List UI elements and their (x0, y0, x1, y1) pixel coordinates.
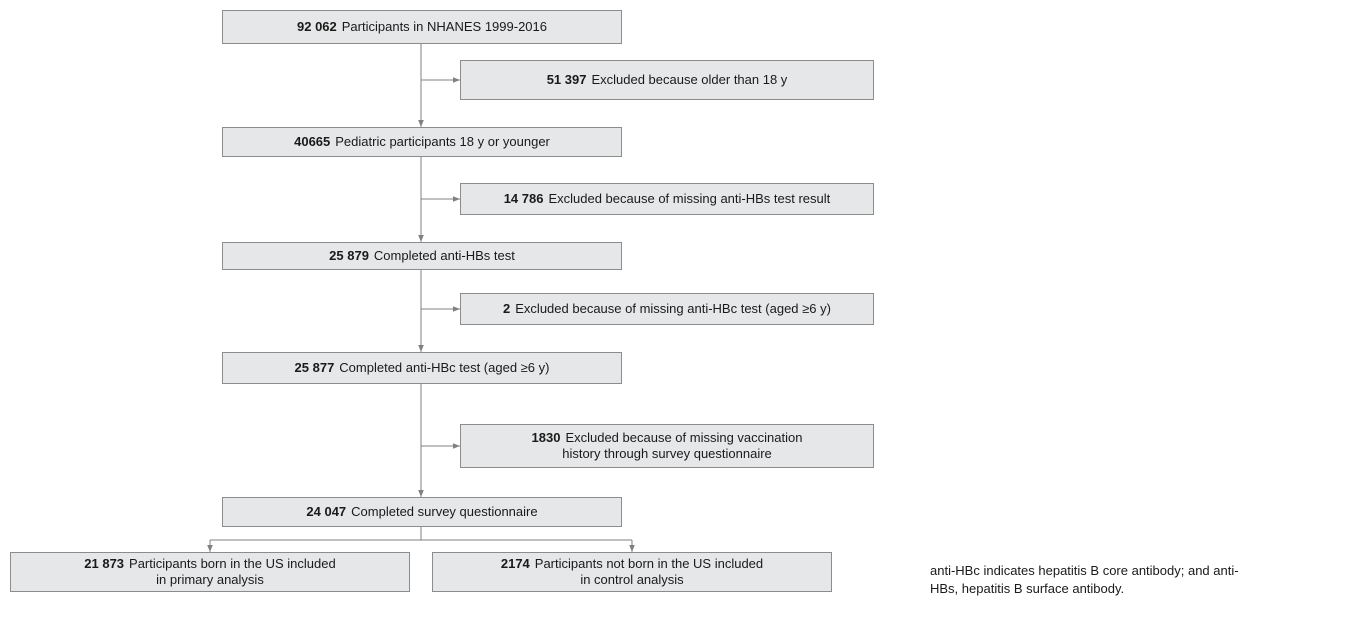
box-line: history through survey questionnaire (562, 446, 772, 462)
box-line: in control analysis (580, 572, 683, 588)
box-line: 14 786 Excluded because of missing anti-H… (504, 191, 831, 207)
box-line: 40665 Pediatric participants 18 y or youn… (294, 134, 550, 150)
count: 25 877 (294, 360, 335, 375)
box-text: in primary analysis (156, 572, 264, 587)
box-text: Participants born in the US included (129, 556, 336, 571)
count: 2174 (500, 556, 530, 571)
box-text: Completed survey questionnaire (351, 504, 538, 519)
count: 1830 (531, 430, 561, 445)
count: 21 873 (84, 556, 125, 571)
box-line: 21 873 Participants born in the US includ… (84, 556, 335, 572)
box-line: 1830 Excluded because of missing vaccinat… (532, 430, 803, 446)
box-line: 24 047 Completed survey questionnaire (306, 504, 537, 520)
flow-box: 92 062 Participants in NHANES 1999-2016 (222, 10, 622, 44)
box-text: Completed anti-HBs test (373, 248, 515, 263)
box-text: Participants not born in the US included (534, 556, 764, 571)
box-text: Excluded because of missing anti-HBs tes… (548, 191, 831, 206)
count: 51 397 (546, 72, 587, 87)
caption: anti-HBc indicates hepatitis B core anti… (930, 562, 1239, 598)
count: 24 047 (306, 504, 347, 519)
count: 40665 (294, 134, 331, 149)
flow-box: 51 397 Excluded because older than 18 y (460, 60, 874, 100)
flow-box: 40665 Pediatric participants 18 y or youn… (222, 127, 622, 157)
box-line: 2174 Participants not born in the US incl… (501, 556, 763, 572)
box-text: Participants in NHANES 1999-2016 (341, 19, 547, 34)
box-text: history through survey questionnaire (562, 446, 772, 461)
box-text: Excluded because of missing vaccination (565, 430, 803, 445)
flow-box: 2174 Participants not born in the US incl… (432, 552, 832, 592)
box-text: Excluded because older than 18 y (591, 72, 788, 87)
box-line: 25 877 Completed anti-HBc test (aged ≥6 y… (295, 360, 550, 376)
box-text: Pediatric participants 18 y or younger (335, 134, 550, 149)
caption-line: HBs, hepatitis B surface antibody. (930, 581, 1125, 596)
box-text: Excluded because of missing anti-HBc tes… (515, 301, 831, 316)
box-line: 92 062 Participants in NHANES 1999-2016 (297, 19, 547, 35)
box-text: Completed anti-HBc test (aged ≥6 y) (339, 360, 550, 375)
flow-box: 14 786 Excluded because of missing anti-H… (460, 183, 874, 215)
flow-box: 21 873 Participants born in the US includ… (10, 552, 410, 592)
flow-box: 1830 Excluded because of missing vaccinat… (460, 424, 874, 468)
flow-box: 24 047 Completed survey questionnaire (222, 497, 622, 527)
count: 2 (503, 301, 511, 316)
count: 92 062 (297, 19, 337, 34)
box-line: in primary analysis (156, 572, 264, 588)
flow-box: 25 877 Completed anti-HBc test (aged ≥6 y… (222, 352, 622, 384)
flow-box: 2 Excluded because of missing anti-HBc te… (460, 293, 874, 325)
box-line: 2 Excluded because of missing anti-HBc te… (503, 301, 831, 317)
count: 14 786 (503, 191, 544, 206)
box-line: 25 879 Completed anti-HBs test (329, 248, 515, 264)
flow-box: 25 879 Completed anti-HBs test (222, 242, 622, 270)
caption-line: anti-HBc indicates hepatitis B core anti… (930, 563, 1239, 578)
count: 25 879 (329, 248, 369, 263)
box-text: in control analysis (580, 572, 684, 587)
box-line: 51 397 Excluded because older than 18 y (547, 72, 788, 88)
